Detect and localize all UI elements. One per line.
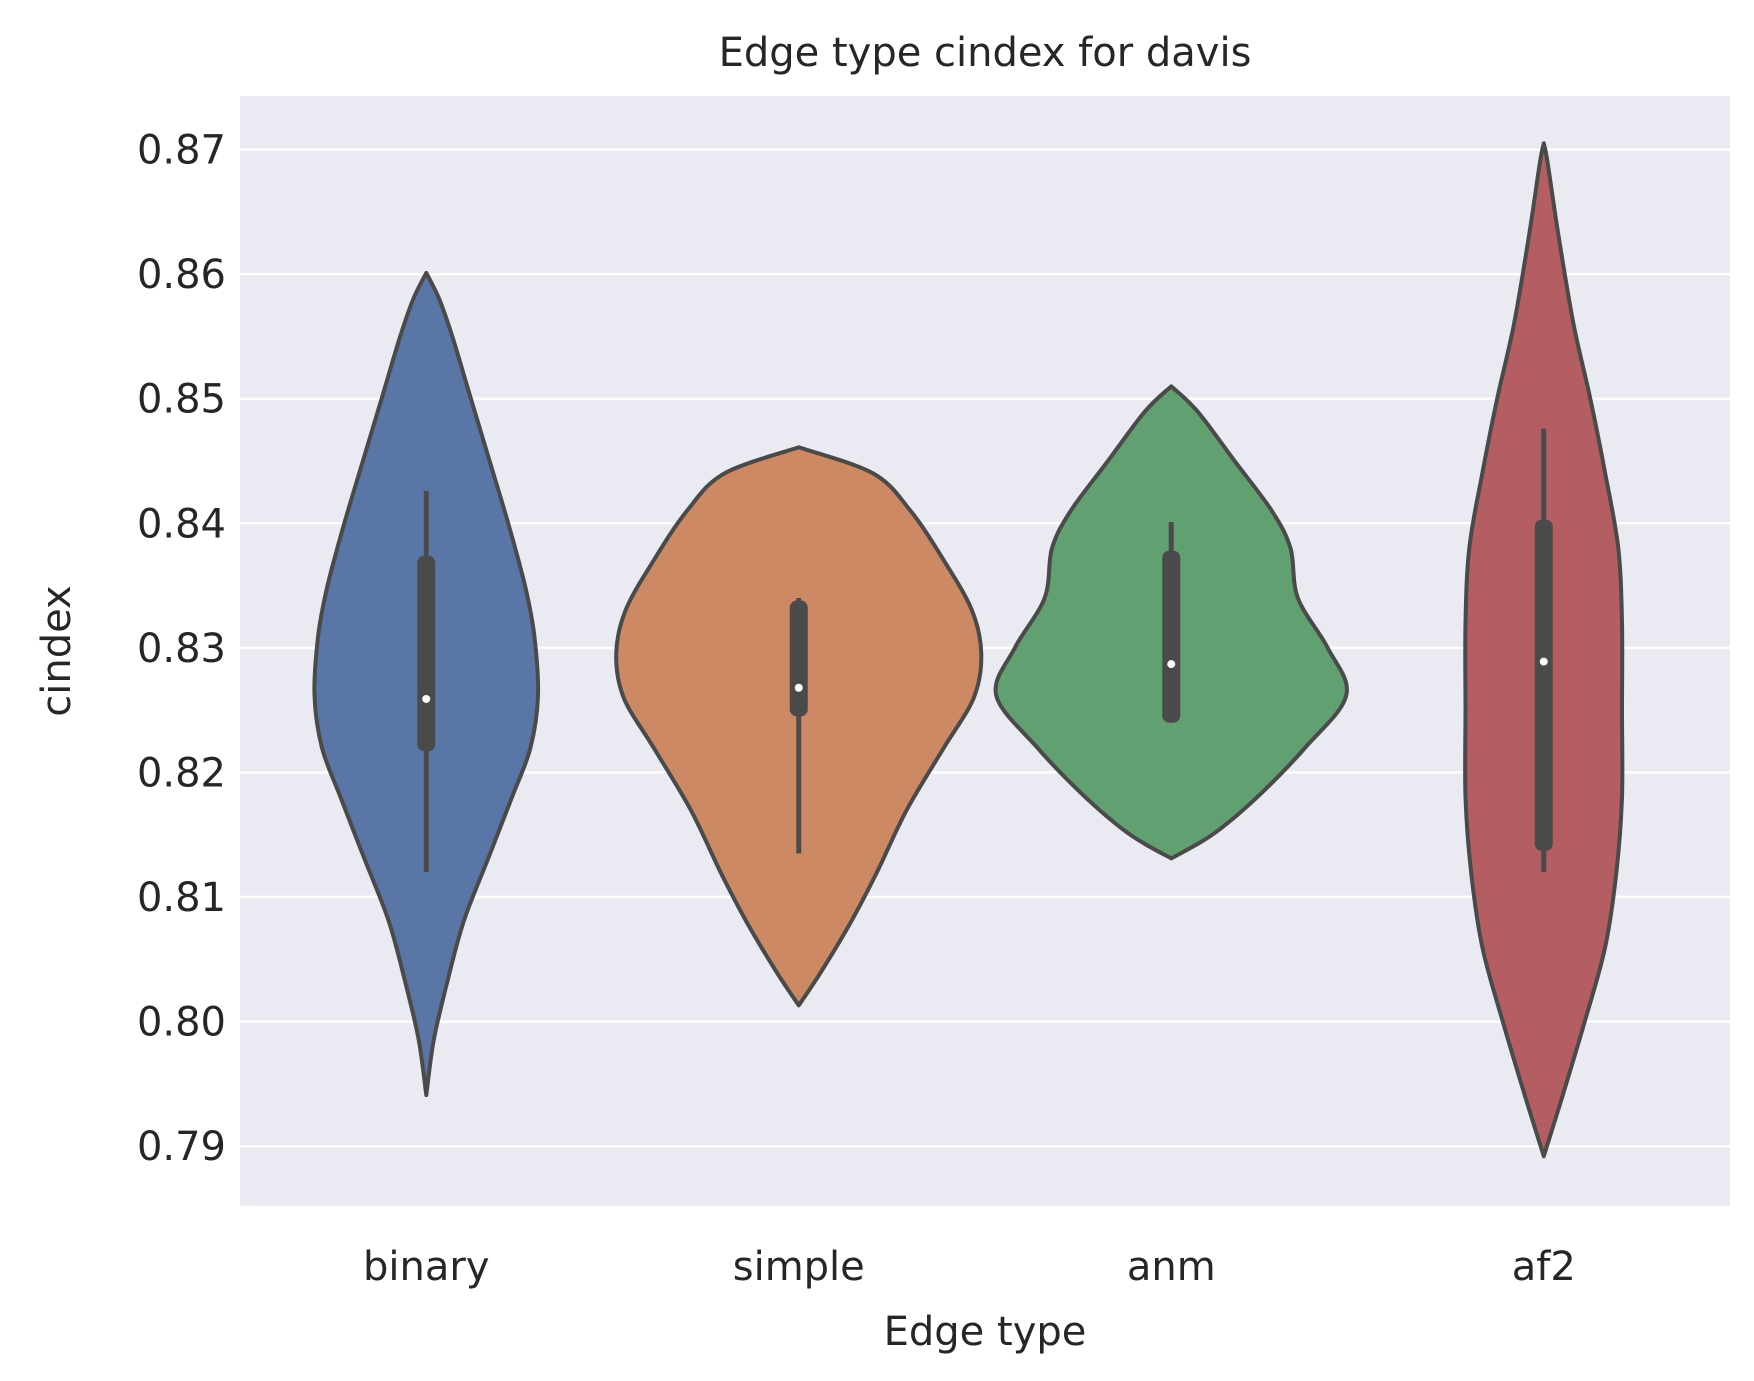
median-point xyxy=(1539,657,1548,666)
y-tick-labels: 0.79 0.80 0.81 0.82 0.83 0.84 0.85 0.86 0.87 xyxy=(137,128,226,1171)
y-tick-label: 0.87 xyxy=(137,128,226,174)
violin-af2 xyxy=(1463,141,1625,1159)
violin-simple xyxy=(614,445,984,1008)
median-point xyxy=(794,683,803,692)
y-tick-label: 0.85 xyxy=(137,377,226,423)
chart-title: Edge type cindex for davis xyxy=(719,30,1252,76)
y-tick-label: 0.81 xyxy=(137,875,226,921)
y-tick-label: 0.80 xyxy=(137,1000,226,1046)
x-tick-labels: binary simple anm af2 xyxy=(363,1244,1576,1290)
iqr-box xyxy=(1162,550,1181,723)
x-tick-label: binary xyxy=(363,1244,489,1290)
x-axis-label: Edge type xyxy=(884,1309,1087,1355)
median-point xyxy=(422,694,431,703)
y-tick-label: 0.84 xyxy=(137,501,226,547)
median-point xyxy=(1167,660,1176,669)
y-tick-label: 0.83 xyxy=(137,626,226,672)
iqr-box xyxy=(1534,519,1553,851)
y-axis-label: cindex xyxy=(34,585,80,716)
y-tick-label: 0.82 xyxy=(137,750,226,796)
y-tick-label: 0.79 xyxy=(137,1124,226,1170)
x-tick-label: af2 xyxy=(1512,1244,1576,1290)
x-tick-label: simple xyxy=(733,1244,865,1290)
y-tick-label: 0.86 xyxy=(137,252,226,298)
x-tick-label: anm xyxy=(1127,1244,1216,1290)
violin-binary xyxy=(312,270,541,1098)
violin-anm xyxy=(993,384,1349,861)
violins xyxy=(312,141,1625,1159)
iqr-box xyxy=(417,555,436,752)
iqr-box xyxy=(789,600,808,717)
